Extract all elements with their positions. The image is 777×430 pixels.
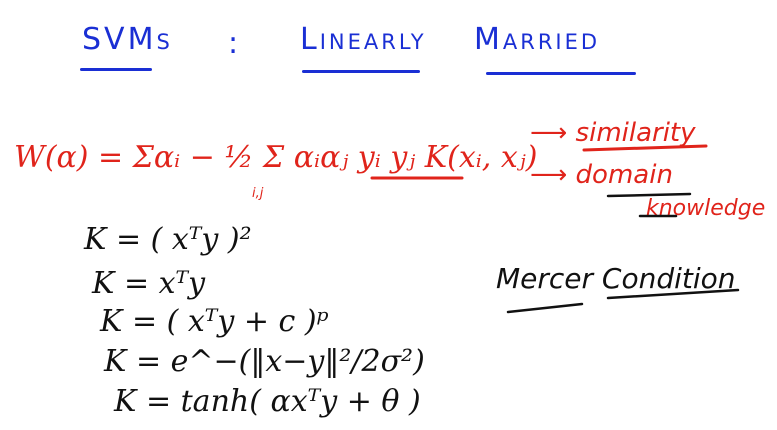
kernel-sigmoid: K = tanh( αxᵀy + θ ) — [114, 384, 421, 419]
kernel-rbf: K = e^−(‖x−y‖²/2σ²) — [104, 344, 425, 379]
dual-objective-equation: W(α) = Σαᵢ − ½ Σ αᵢαⱼ yᵢ yⱼ K(xᵢ, xⱼ) — [14, 140, 537, 175]
underline-married — [486, 72, 636, 75]
sum-subscript-ij: i,j — [252, 186, 264, 201]
domain-label: domain — [575, 160, 673, 190]
annotation-knowledge: knowledge — [646, 196, 765, 221]
title-married: Married — [474, 22, 601, 57]
underline-svms — [80, 68, 152, 71]
kernel-polynomial: K = ( xᵀy + c )ᵖ — [100, 304, 329, 339]
arrow-icon: ⟶ — [530, 118, 576, 148]
annotation-domain: ⟶ domain — [530, 160, 673, 190]
arrow-icon: ⟶ — [530, 160, 576, 190]
mercer-condition: Mercer Condition — [496, 262, 736, 295]
underline-mercer — [506, 302, 584, 314]
annotation-similarity: ⟶ similarity — [530, 118, 696, 148]
title-linearly: Linearly — [300, 22, 427, 57]
underline-linearly — [302, 70, 420, 73]
kernel-linear: K = xᵀy — [92, 266, 206, 301]
dual-objective-text: W(α) = Σαᵢ − ½ Σ αᵢαⱼ yᵢ yⱼ K(xᵢ, xⱼ) — [14, 140, 538, 175]
kernel-quadratic: K = ( xᵀy )² — [84, 222, 252, 257]
knowledge-label: knowledge — [646, 196, 766, 221]
title-svms: SVMs — [82, 22, 173, 57]
similarity-label: similarity — [575, 118, 696, 148]
title-colon: : — [228, 26, 242, 61]
